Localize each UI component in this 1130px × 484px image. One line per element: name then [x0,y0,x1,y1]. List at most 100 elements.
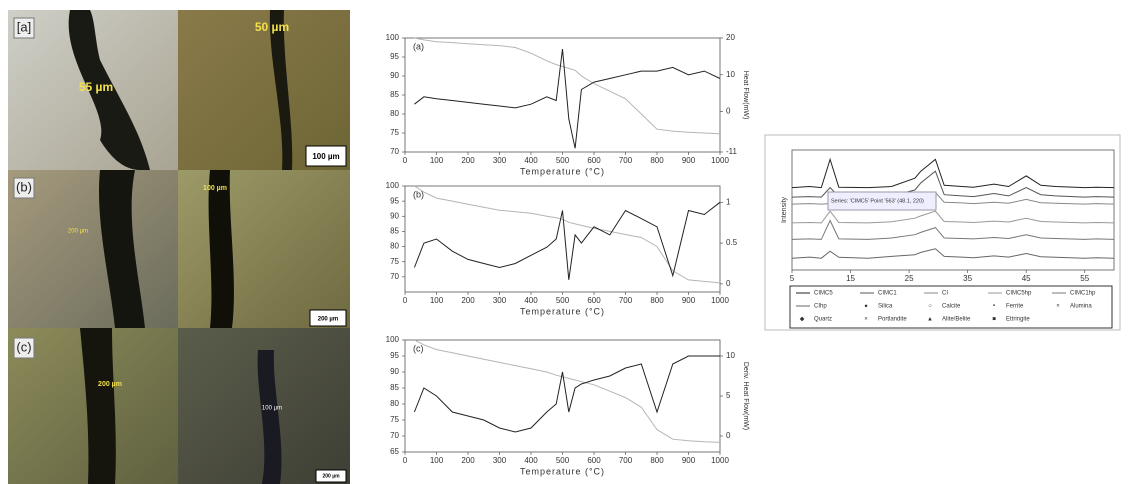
y-tick-label: 85 [390,90,399,99]
y-tick-label: 65 [390,447,399,456]
plot-frame [405,38,720,152]
y-tick-label: 75 [390,257,399,266]
series-line [414,49,720,148]
legend-symbol: ○ [928,304,932,310]
y-tick-label: 75 [390,128,399,137]
x-tick-label: 900 [682,156,696,165]
x-tick-label: 900 [682,456,696,465]
legend-label: CIMC5 [814,291,833,297]
x-tick-label: 15 [846,274,855,283]
x-tick-label: 1000 [711,156,729,165]
y2-tick-label: -11 [726,147,738,156]
x-tick-label: 100 [430,296,444,305]
x-tick-label: 400 [524,456,538,465]
legend-label: CIMC1hp [1070,291,1096,297]
series-line [414,356,720,432]
y2-tick-label: 0 [726,107,731,116]
x-tick-label: 700 [619,156,633,165]
x-tick-label: 35 [963,274,972,283]
x-tick-label: 700 [619,296,633,305]
panel-label: (c) [16,339,31,354]
x-tick-label: 300 [493,156,507,165]
panel-label: (c) [413,343,424,353]
x-tick-label: 55 [1080,274,1089,283]
micrographs: [a] 55 µm 50 µm 100 µm (b) 200 µm 100 µm… [8,10,350,484]
x-tick-label: 700 [619,456,633,465]
x-tick-label: 5 [790,274,795,283]
x-tick-label: 1000 [711,296,729,305]
y-tick-label: 95 [390,351,399,360]
x-tick-label: 600 [587,156,601,165]
legend-label: Alite/Belite [942,317,971,323]
legend-label: Ferrite [1006,304,1024,310]
panel-label: (b) [16,179,32,194]
series-line [414,340,720,442]
x-tick-label: 400 [524,156,538,165]
legend-symbol: ■ [992,317,996,323]
y-tick-label: 95 [390,52,399,61]
x-tick-label: 25 [905,274,914,283]
x-tick-label: 100 [430,456,444,465]
x-tick-label: 0 [403,156,408,165]
y-tick-label: 90 [390,71,399,80]
y2-tick-label: 0 [726,431,731,440]
y2-tick-label: 10 [726,351,735,360]
y2-tick-label: 0 [726,279,731,288]
x-axis-label: Temperature (°C) [520,306,605,316]
crack-width: 100 µm [203,185,227,192]
y2-tick-label: 0.5 [726,238,738,247]
legend-label: Alumina [1070,304,1092,310]
crack-width: 55 µm [79,80,113,94]
series-line [414,202,720,279]
scale-label: 200 µm [322,473,340,479]
y2-axis-label: Heat Flow(mW) [742,71,749,120]
y-tick-label: 80 [390,109,399,118]
y-tick-label: 75 [390,415,399,424]
y-tick-label: 85 [390,227,399,236]
x-tick-label: 1000 [711,456,729,465]
tooltip: Series: 'CIMC5' Point '563' (48.1, 220) [831,198,924,204]
legend-symbol: ▲ [927,317,933,323]
x-tick-label: 600 [587,456,601,465]
x-axis-label: Temperature (°C) [520,466,605,476]
crack-width: 50 µm [255,20,289,34]
y-tick-label: 70 [390,431,399,440]
y-tick-label: 85 [390,383,399,392]
y2-tick-label: 5 [726,391,731,400]
x-tick-label: 800 [650,156,664,165]
y2-axis-label: Deriv. Heat Flow(mW) [742,362,749,430]
x-tick-label: 300 [493,456,507,465]
legend-label: Portlandite [878,317,907,323]
y-tick-label: 70 [390,147,399,156]
y-tick-label: 100 [386,181,400,190]
y-tick-label: 90 [390,367,399,376]
legend-label: Ettringite [1006,317,1030,323]
y2-tick-label: 10 [726,70,735,79]
x-tick-label: 600 [587,296,601,305]
crack-width: 200 µm [68,229,88,235]
x-tick-label: 900 [682,296,696,305]
x-axis-label: Temperature (°C) [520,166,605,176]
x-tick-label: 200 [461,456,475,465]
x-tick-label: 500 [556,156,570,165]
x-tick-label: 800 [650,456,664,465]
y-tick-label: 95 [390,196,399,205]
legend-label: Calcite [942,304,961,310]
legend-symbol: • [993,304,995,310]
x-tick-label: 800 [650,296,664,305]
y-axis-label: Intensity [781,196,788,223]
legend-label: CIMC1 [878,291,897,297]
y-tick-label: 90 [390,211,399,220]
legend-symbol: × [864,317,868,323]
y2-tick-label: 1 [726,197,731,206]
y-tick-label: 70 [390,272,399,281]
figure: [a] 55 µm 50 µm 100 µm (b) 200 µm 100 µm… [0,0,1130,484]
x-tick-label: 200 [461,296,475,305]
x-tick-label: 0 [403,296,408,305]
y-tick-label: 100 [386,335,400,344]
plot-frame [405,340,720,452]
page: [a] 55 µm 50 µm 100 µm (b) 200 µm 100 µm… [0,0,1130,484]
legend-label: CIhp [814,304,827,310]
y2-tick-label: 20 [726,33,735,42]
x-tick-label: 300 [493,296,507,305]
